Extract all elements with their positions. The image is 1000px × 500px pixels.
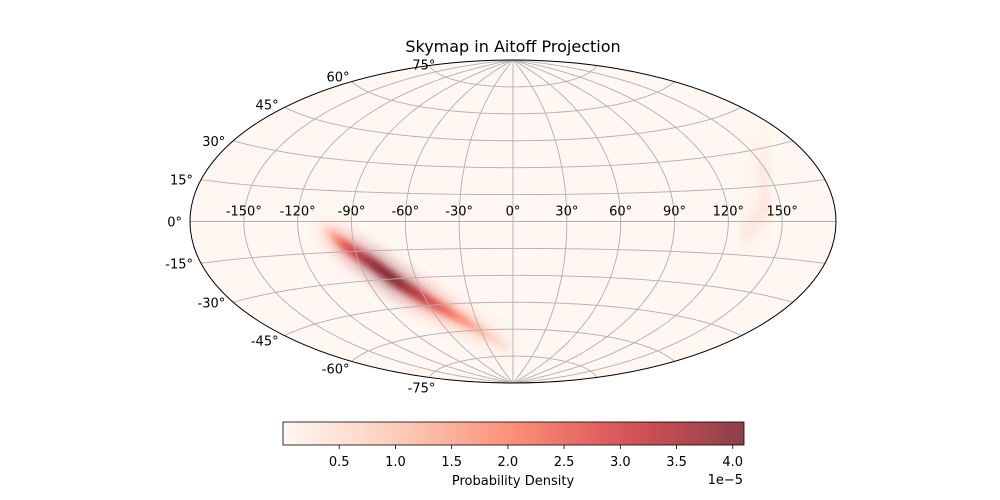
- colorbar-tick-label: 0.5: [329, 455, 350, 470]
- longitude-tick-label: 0°: [506, 205, 521, 220]
- latitude-tick-label: 15°: [170, 174, 193, 189]
- feature-segment: [499, 342, 509, 351]
- colorbar: 0.5 1.0 1.5 2.0 2.5 3.0 3.5 4.0 Probability Den…: [282, 421, 745, 489]
- parallel-line: [284, 106, 742, 142]
- colorbar-tick-label: 1.0: [385, 455, 406, 470]
- latitude-tick-label: -75°: [408, 381, 436, 396]
- parallel-line: [200, 179, 826, 196]
- latitude-tick-labels: -75° -60° -45° -30° -15° 0° 15° 30° 45° 60° 75°: [165, 59, 435, 397]
- colorbar-tick-label: 4.0: [722, 455, 743, 470]
- longitude-tick-label: 150°: [767, 205, 798, 220]
- colorbar-tick-label: 3.5: [666, 455, 687, 470]
- chart-title: Skymap in Aitoff Projection: [405, 37, 620, 56]
- latitude-tick-label: -15°: [165, 257, 193, 272]
- latitude-tick-label: 30°: [202, 135, 225, 150]
- colorbar-gradient: [282, 421, 745, 446]
- feature-segment: [754, 137, 767, 152]
- latitude-tick-label: 75°: [412, 59, 435, 74]
- latitude-tick-label: -60°: [322, 362, 350, 377]
- longitude-tick-label: -120°: [280, 205, 316, 220]
- longitude-tick-label: -90°: [338, 205, 366, 220]
- latitude-tick-label: -30°: [198, 296, 226, 311]
- colorbar-ticks: 0.5 1.0 1.5 2.0 2.5 3.0 3.5 4.0: [329, 445, 743, 470]
- longitude-tick-label: 120°: [713, 205, 744, 220]
- longitude-tick-label: 90°: [663, 205, 686, 220]
- longitude-tick-label: -30°: [445, 205, 473, 220]
- parallel-line: [284, 301, 742, 337]
- longitude-tick-label: 30°: [555, 205, 578, 220]
- parallel-line: [233, 140, 793, 169]
- feature-0-core: [321, 224, 509, 351]
- map-panel: -150° -120° -90° -60° -30° 0° 30° 60° 90° 120° 150…: [165, 59, 837, 397]
- parallel-line: [429, 65, 597, 88]
- colorbar-label: Probability Density: [452, 474, 575, 489]
- parallel-line: [233, 274, 793, 303]
- colorbar-tick-label: 1.5: [441, 455, 462, 470]
- colorbar-tick-label: 2.0: [498, 455, 519, 470]
- latitude-tick-label: 60°: [326, 71, 349, 86]
- longitude-tick-labels: -150° -120° -90° -60° -30° 0° 30° 60° 90° 120° 150…: [226, 205, 798, 220]
- latitude-tick-label: 0°: [167, 216, 182, 231]
- colorbar-offset-label: 1e−5: [708, 473, 743, 488]
- graticule: [190, 60, 836, 383]
- parallel-line: [351, 81, 675, 115]
- colorbar-tick-label: 2.5: [554, 455, 575, 470]
- longitude-tick-label: -150°: [226, 205, 262, 220]
- colorbar-tick-label: 3.0: [610, 455, 631, 470]
- parallel-line: [200, 247, 826, 264]
- longitude-tick-label: -60°: [391, 205, 419, 220]
- map-outline: [189, 59, 837, 384]
- parallel-line: [351, 328, 675, 362]
- latitude-tick-label: 45°: [256, 98, 279, 113]
- latitude-tick-label: -45°: [251, 335, 279, 350]
- longitude-tick-label: 60°: [609, 205, 632, 220]
- parallel-line: [429, 355, 597, 378]
